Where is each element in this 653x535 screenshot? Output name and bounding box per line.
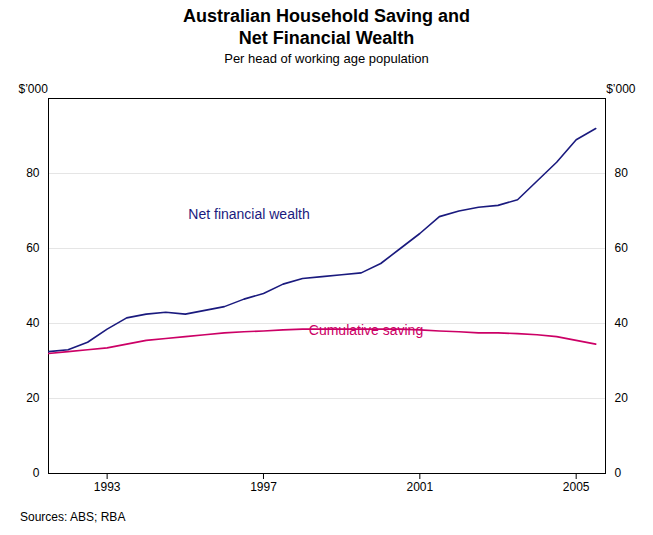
- svg-text:80: 80: [26, 167, 40, 181]
- svg-text:2001: 2001: [406, 480, 433, 494]
- svg-text:40: 40: [615, 317, 629, 331]
- svg-text:0: 0: [615, 467, 622, 481]
- svg-text:80: 80: [615, 167, 629, 181]
- svg-text:20: 20: [615, 392, 629, 406]
- svg-text:60: 60: [615, 242, 629, 256]
- svg-text:2005: 2005: [563, 480, 590, 494]
- svg-text:40: 40: [26, 317, 40, 331]
- svg-text:$’000: $’000: [606, 82, 636, 96]
- html-text:Sources: ABS; RBA: Sources: ABS; RBA: [20, 510, 126, 525]
- svg-text:0: 0: [33, 467, 40, 481]
- svg-text:Net financial wealth: Net financial wealth: [188, 206, 309, 222]
- svg-text:1993: 1993: [94, 480, 121, 494]
- svg-text:$’000: $’000: [19, 82, 49, 96]
- svg-text:60: 60: [26, 242, 40, 256]
- html-text:Per head of working age popula: Per head of working age population: [224, 51, 429, 67]
- svg-text:1997: 1997: [250, 480, 277, 494]
- html-text:Australian Household Saving an: Australian Household Saving and Net Fina…: [183, 6, 470, 48]
- svg-text:Cumulative saving: Cumulative saving: [309, 323, 423, 339]
- svg-text:20: 20: [26, 392, 40, 406]
